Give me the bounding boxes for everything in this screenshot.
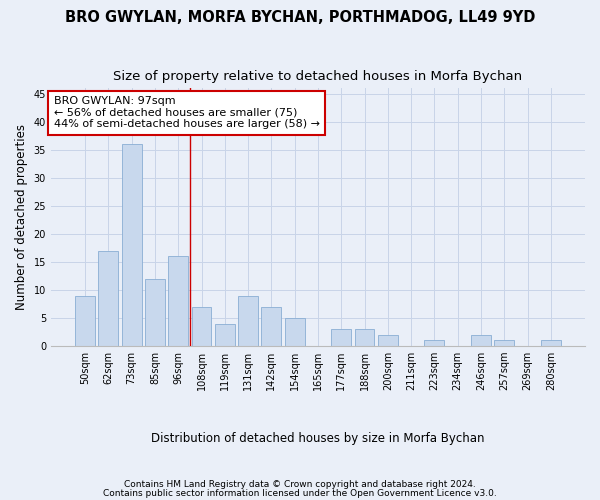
Bar bbox=[494, 340, 514, 346]
Bar bbox=[471, 335, 491, 346]
Y-axis label: Number of detached properties: Number of detached properties bbox=[15, 124, 28, 310]
Text: Contains HM Land Registry data © Crown copyright and database right 2024.: Contains HM Land Registry data © Crown c… bbox=[124, 480, 476, 489]
Bar bbox=[331, 329, 351, 346]
Bar bbox=[262, 307, 281, 346]
X-axis label: Distribution of detached houses by size in Morfa Bychan: Distribution of detached houses by size … bbox=[151, 432, 485, 445]
Bar bbox=[238, 296, 258, 346]
Bar bbox=[424, 340, 444, 346]
Bar bbox=[215, 324, 235, 346]
Text: BRO GWYLAN, MORFA BYCHAN, PORTHMADOG, LL49 9YD: BRO GWYLAN, MORFA BYCHAN, PORTHMADOG, LL… bbox=[65, 10, 535, 25]
Bar bbox=[541, 340, 561, 346]
Bar bbox=[75, 296, 95, 346]
Bar bbox=[122, 144, 142, 346]
Bar bbox=[169, 256, 188, 346]
Bar bbox=[378, 335, 398, 346]
Bar bbox=[98, 251, 118, 346]
Text: Contains public sector information licensed under the Open Government Licence v3: Contains public sector information licen… bbox=[103, 488, 497, 498]
Bar bbox=[285, 318, 305, 346]
Bar bbox=[145, 279, 165, 346]
Bar bbox=[191, 307, 211, 346]
Title: Size of property relative to detached houses in Morfa Bychan: Size of property relative to detached ho… bbox=[113, 70, 523, 83]
Text: BRO GWYLAN: 97sqm
← 56% of detached houses are smaller (75)
44% of semi-detached: BRO GWYLAN: 97sqm ← 56% of detached hous… bbox=[53, 96, 320, 130]
Bar bbox=[355, 329, 374, 346]
